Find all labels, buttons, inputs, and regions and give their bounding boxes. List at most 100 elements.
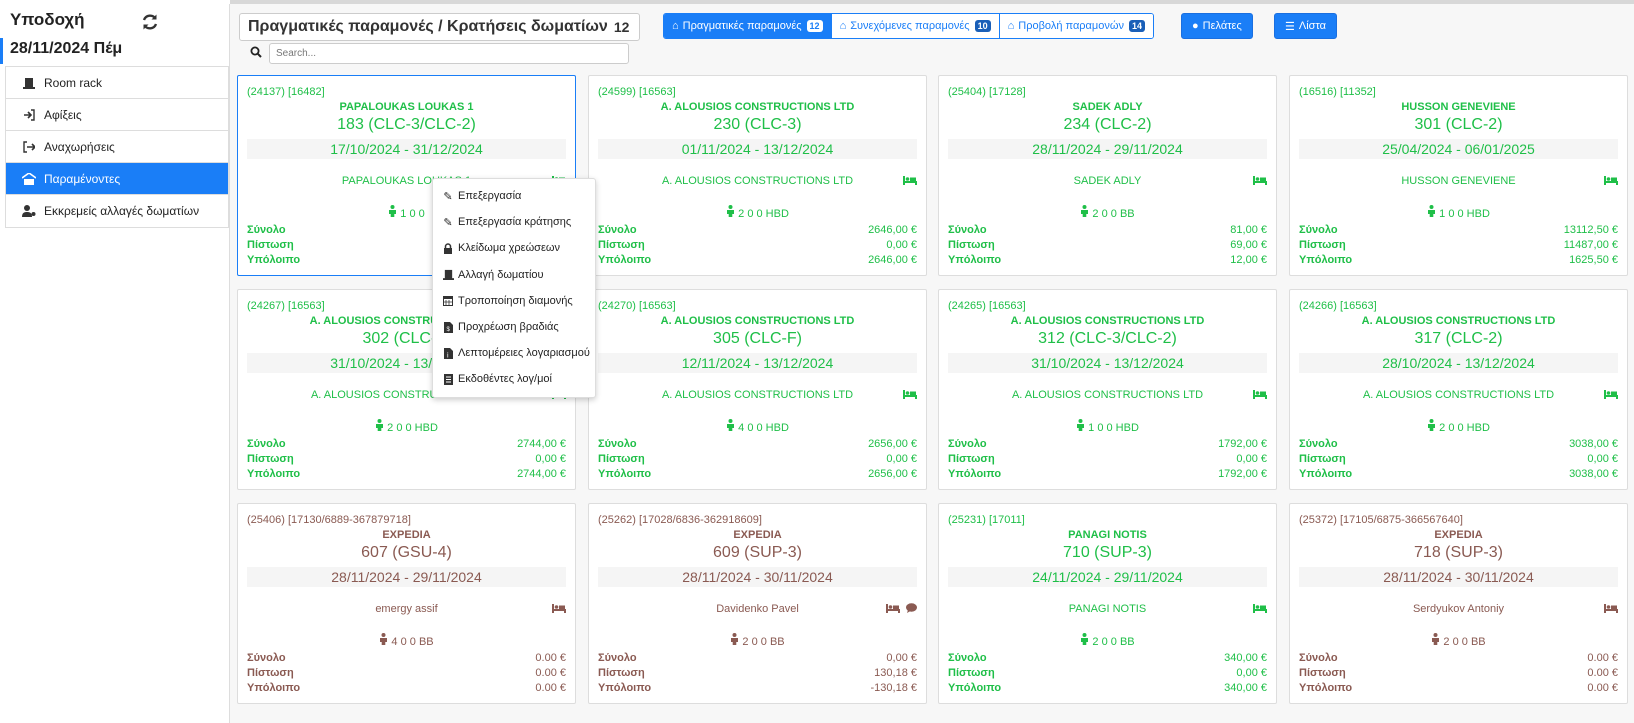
reservation-card[interactable]: (25372) [17105/6875-366567640] EXPEDIA 718… — [1289, 503, 1628, 704]
guest-name: SADEK ADLY — [1073, 175, 1142, 187]
reservation-card[interactable]: (25406) [17130/6889-367879718] EXPEDIA 607… — [237, 503, 576, 704]
context-menu-item-issued-invoices[interactable]: Εκδοθέντες λογ/μοί — [433, 366, 595, 392]
card-icons — [1604, 602, 1618, 616]
total-value: 2646,00 € — [868, 224, 917, 236]
customer-name: SADEK ADLY — [1072, 101, 1143, 113]
pax-text: 2 0 0 BB — [1443, 636, 1486, 648]
search-input[interactable] — [269, 43, 629, 64]
total-row: Σύνολο 2656,00 € — [598, 438, 917, 450]
credit-value: 11487,00 € — [1563, 239, 1618, 251]
reservation-card[interactable]: (24137) [16482] PAPALOUKAS LOUKAS 1 183 (C… — [237, 75, 576, 276]
customer-name: A. ALOUSIOS CONSTRUCTIONS LTD — [660, 315, 855, 327]
balance-row: Υπόλοιπο 12,00 € — [948, 254, 1267, 266]
total-row: Σύνολο 340,00 € — [948, 652, 1267, 664]
card-icons — [1604, 174, 1618, 188]
customer-name: HUSSON GENEVIENE — [1401, 101, 1516, 113]
list-button[interactable]: ☰ Λίστα — [1274, 13, 1338, 39]
sidebar-item-room-rack[interactable]: Room rack — [6, 67, 228, 99]
context-menu-item-edit[interactable]: ✎ Επεξεργασία — [433, 183, 595, 209]
credit-value: 69,00 € — [1230, 239, 1267, 251]
reservation-card[interactable]: (16516) [11352] HUSSON GENEVIENE 301 (CLC-… — [1289, 75, 1628, 276]
balance-value: 2646,00 € — [868, 254, 917, 266]
total-row: Σύνολο 1792,00 € — [948, 438, 1267, 450]
credit-label: Πίστωση — [948, 239, 995, 251]
card-icons — [1253, 602, 1267, 616]
adult-icon — [726, 419, 735, 434]
room-number: 234 (CLC-2) — [1063, 116, 1152, 133]
room-number: 607 (GSU-4) — [361, 544, 452, 561]
room-number: 301 (CLC-2) — [1414, 116, 1503, 133]
balance-row: Υπόλοιπο 3038,00 € — [1299, 468, 1618, 480]
context-menu-item-edit-reservation[interactable]: ✎ Επεξεργασία κράτησης — [433, 209, 595, 235]
total-row: Σύνολο 0.00 € — [247, 652, 566, 664]
context-menu-item-modify-stay[interactable]: Τροποποίηση διαμονής — [433, 288, 595, 314]
reservation-card[interactable]: (25404) [17128] SADEK ADLY 234 (CLC-2) 28/1… — [938, 75, 1277, 276]
bed-icon — [1604, 388, 1618, 402]
balance-value: 340,00 € — [1224, 682, 1267, 694]
card-icons — [886, 602, 917, 616]
tab-label: Πραγματικές παραμονές — [682, 20, 802, 32]
total-label: Σύνολο — [598, 224, 637, 236]
svg-text:$: $ — [446, 327, 450, 333]
bed-icon — [1604, 602, 1618, 616]
refresh-icon[interactable] — [140, 12, 162, 34]
sidebar-header: Υποδοχή 28/11/2024 Πέμ — [0, 4, 230, 66]
reservation-card[interactable]: (24270) [16563] A. ALOUSIOS CONSTRUCTIONS… — [588, 289, 927, 490]
hotel-icon: ⌂ — [839, 20, 847, 32]
date-accent-bar — [0, 38, 3, 64]
reservation-card[interactable]: (24266) [16563] A. ALOUSIOS CONSTRUCTIONS… — [1289, 289, 1628, 490]
context-menu-item-precharge-night[interactable]: $ Προχρέωση βραδιάς — [433, 314, 595, 340]
reservation-card[interactable]: (24265) [16563] A. ALOUSIOS CONSTRUCTIONS… — [938, 289, 1277, 490]
pax-info: 4 0 0 HBD — [589, 419, 926, 434]
reservation-card[interactable]: (24599) [16563] A. ALOUSIOS CONSTRUCTIONS… — [588, 75, 927, 276]
sidebar: Υποδοχή 28/11/2024 Πέμ Room rack Αφίξεις… — [0, 4, 230, 723]
tab-consecutive-stays[interactable]: ⌂ Συνεχόμενες παραμονές 10 — [831, 14, 1000, 38]
sidebar-item-staying[interactable]: Παραμένοντες — [6, 163, 228, 195]
context-menu-label: Λεπτομέρειες λογαριασμού — [458, 347, 590, 360]
total-value: 2656,00 € — [868, 438, 917, 450]
sidebar-item-label: Αναχωρήσεις — [44, 139, 115, 154]
top-strip — [0, 0, 1634, 4]
balance-row: Υπόλοιπο 0.00 € — [247, 682, 566, 694]
sidebar-item-pending-room-changes[interactable]: Εκκρεμείς αλλαγές δωματίων — [6, 195, 228, 227]
tab-badge: 10 — [974, 20, 991, 32]
sidebar-item-departures[interactable]: Αναχωρήσεις — [6, 131, 228, 163]
sidebar-item-label: Room rack — [44, 75, 103, 90]
customers-label: Πελάτες — [1202, 20, 1242, 32]
balance-label: Υπόλοιπο — [247, 682, 301, 694]
pax-text: 2 0 0 BB — [742, 636, 785, 648]
context-menu-item-account-details[interactable]: i Λεπτομέρειες λογαριασμού — [433, 340, 595, 366]
comment-icon[interactable] — [906, 602, 917, 616]
reservation-card[interactable]: (25231) [17011] PANAGI NOTIS 710 (SUP-3) 24… — [938, 503, 1277, 704]
tab-actual-stays[interactable]: ⌂ Πραγματικές παραμονές 12 — [664, 14, 832, 38]
balance-row: Υπόλοιπο 1625,50 € — [1299, 254, 1618, 266]
list-icon: ☰ — [1285, 20, 1295, 33]
reservation-card[interactable]: (25262) [17028/6836-362918609] EXPEDIA 609… — [588, 503, 927, 704]
reservation-ids: (25372) [17105/6875-366567640] — [1299, 514, 1463, 526]
top-progress-bar — [230, 0, 1634, 4]
reservation-ids: (25404) [17128] — [948, 86, 1026, 98]
credit-value: 0.00 € — [1587, 667, 1618, 679]
bed-icon — [1604, 174, 1618, 188]
pax-info: 2 0 0 BB — [1290, 633, 1627, 648]
credit-row: Πίστωση 0,00 € — [1299, 453, 1618, 465]
room-number: 230 (CLC-3) — [713, 116, 802, 133]
pax-info: 4 0 0 BB — [238, 633, 575, 648]
total-label: Σύνολο — [598, 652, 637, 664]
pax-text: 2 0 0 BB — [1092, 636, 1135, 648]
tab-label: Προβολή παραμονών — [1018, 20, 1124, 32]
balance-row: Υπόλοιπο 2744,00 € — [247, 468, 566, 480]
customers-button[interactable]: ● Πελάτες — [1181, 13, 1253, 39]
credit-label: Πίστωση — [247, 239, 294, 251]
context-menu-item-lock-charges[interactable]: Κλείδωμα χρεώσεων — [433, 235, 595, 261]
credit-value: 0,00 € — [1236, 453, 1267, 465]
tab-stays-view[interactable]: ⌂ Προβολή παραμονών 14 — [999, 14, 1153, 38]
total-row: Σύνολο 81,00 € — [948, 224, 1267, 236]
sidebar-item-arrivals[interactable]: Αφίξεις — [6, 99, 228, 131]
guest-name: Serdyukov Antoniy — [1412, 603, 1505, 615]
balance-value: 2656,00 € — [868, 468, 917, 480]
balance-label: Υπόλοιπο — [1299, 682, 1353, 694]
context-menu-item-change-room[interactable]: Αλλαγή δωματίου — [433, 262, 595, 288]
balance-value: -130,18 € — [870, 682, 917, 694]
sidebar-item-label: Παραμένοντες — [44, 171, 121, 186]
